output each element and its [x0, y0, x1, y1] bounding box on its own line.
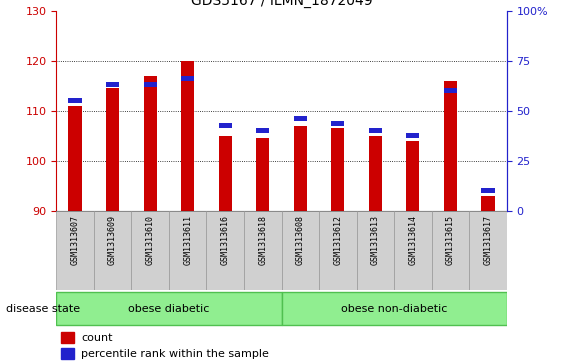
Bar	[469, 211, 507, 290]
Text: disease state: disease state	[6, 303, 80, 314]
Text: GSM1313613: GSM1313613	[371, 215, 380, 265]
Bar	[369, 136, 382, 211]
Bar	[294, 126, 307, 211]
Bar	[181, 76, 194, 81]
Bar	[144, 76, 157, 211]
Bar	[481, 188, 494, 193]
FancyBboxPatch shape	[282, 292, 507, 325]
Bar	[394, 211, 432, 290]
Bar	[444, 88, 457, 93]
Bar	[331, 128, 345, 211]
Bar	[181, 61, 194, 211]
Bar	[406, 140, 419, 211]
Bar	[369, 128, 382, 133]
Text: GSM1313615: GSM1313615	[446, 215, 455, 265]
Bar	[94, 211, 131, 290]
Bar	[61, 332, 74, 343]
Bar	[331, 121, 345, 126]
Text: GSM1313618: GSM1313618	[258, 215, 267, 265]
Bar	[169, 211, 207, 290]
Text: GSM1313617: GSM1313617	[484, 215, 493, 265]
Text: GSM1313616: GSM1313616	[221, 215, 230, 265]
Bar	[406, 133, 419, 138]
Bar	[207, 211, 244, 290]
Text: GSM1313611: GSM1313611	[183, 215, 192, 265]
Bar	[256, 128, 269, 133]
Text: percentile rank within the sample: percentile rank within the sample	[81, 349, 269, 359]
Bar	[69, 98, 82, 103]
Bar	[256, 138, 269, 211]
FancyBboxPatch shape	[56, 292, 282, 325]
Bar	[61, 348, 74, 359]
Text: GSM1313607: GSM1313607	[70, 215, 79, 265]
Bar	[106, 82, 119, 87]
Bar	[432, 211, 469, 290]
Bar	[244, 211, 282, 290]
Bar	[56, 211, 94, 290]
Bar	[294, 116, 307, 121]
Bar	[218, 123, 232, 128]
Bar	[218, 136, 232, 211]
Text: obese non-diabetic: obese non-diabetic	[341, 303, 447, 314]
Text: obese diabetic: obese diabetic	[128, 303, 209, 314]
Text: GSM1313609: GSM1313609	[108, 215, 117, 265]
Bar	[144, 82, 157, 87]
Text: GSM1313608: GSM1313608	[296, 215, 305, 265]
Bar	[106, 88, 119, 211]
Bar	[481, 196, 494, 211]
Text: GSM1313614: GSM1313614	[408, 215, 417, 265]
Bar	[444, 81, 457, 211]
Text: count: count	[81, 333, 113, 343]
Bar	[69, 106, 82, 211]
Bar	[319, 211, 356, 290]
Title: GDS5167 / ILMN_1872049: GDS5167 / ILMN_1872049	[191, 0, 372, 8]
Bar	[356, 211, 394, 290]
Text: GSM1313610: GSM1313610	[146, 215, 155, 265]
Text: GSM1313612: GSM1313612	[333, 215, 342, 265]
Bar	[131, 211, 169, 290]
Bar	[282, 211, 319, 290]
